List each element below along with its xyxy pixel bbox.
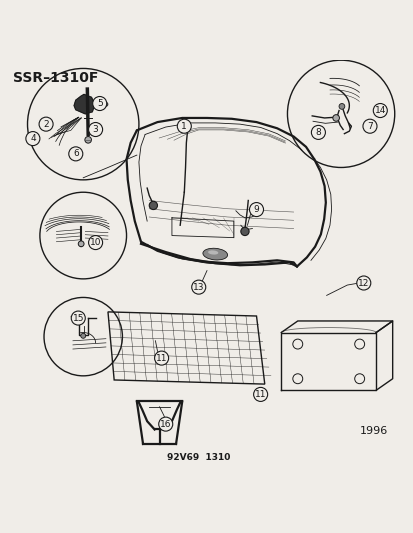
Polygon shape — [74, 94, 95, 114]
Text: 6: 6 — [73, 149, 78, 158]
Text: 14: 14 — [374, 106, 385, 115]
Text: 4: 4 — [30, 134, 36, 143]
Circle shape — [332, 115, 339, 122]
Text: 7: 7 — [366, 122, 372, 131]
Text: 8: 8 — [315, 128, 320, 137]
Circle shape — [362, 119, 376, 133]
Circle shape — [338, 103, 344, 109]
Circle shape — [240, 227, 249, 236]
Text: 15: 15 — [72, 313, 84, 322]
Text: 10: 10 — [90, 238, 101, 247]
Circle shape — [373, 103, 387, 118]
Text: 11: 11 — [155, 353, 167, 362]
Circle shape — [311, 125, 325, 140]
Circle shape — [88, 123, 102, 136]
Ellipse shape — [208, 251, 218, 255]
Circle shape — [85, 136, 91, 143]
Text: 5: 5 — [97, 99, 102, 108]
Ellipse shape — [202, 248, 227, 260]
Text: 9: 9 — [253, 205, 259, 214]
Circle shape — [78, 241, 84, 247]
Circle shape — [69, 147, 83, 161]
Circle shape — [81, 333, 85, 338]
Text: 3: 3 — [93, 125, 98, 134]
Circle shape — [39, 117, 53, 131]
Circle shape — [356, 276, 370, 290]
Text: 13: 13 — [192, 282, 204, 292]
Circle shape — [249, 203, 263, 216]
Text: 12: 12 — [357, 279, 368, 287]
Circle shape — [191, 280, 205, 294]
Circle shape — [26, 132, 40, 146]
Circle shape — [149, 201, 157, 209]
Circle shape — [88, 236, 102, 249]
Circle shape — [253, 387, 267, 401]
Circle shape — [158, 417, 172, 431]
Text: 1: 1 — [181, 122, 187, 131]
Circle shape — [104, 102, 108, 107]
Text: 2: 2 — [43, 119, 49, 128]
Circle shape — [154, 351, 168, 365]
Text: 11: 11 — [254, 390, 266, 399]
Circle shape — [93, 96, 107, 110]
Text: SSR–1310F: SSR–1310F — [13, 70, 98, 85]
Circle shape — [71, 311, 85, 325]
Text: 1996: 1996 — [359, 426, 387, 435]
Circle shape — [177, 119, 191, 133]
Text: 92V69  1310: 92V69 1310 — [167, 454, 230, 463]
Text: 16: 16 — [159, 419, 171, 429]
